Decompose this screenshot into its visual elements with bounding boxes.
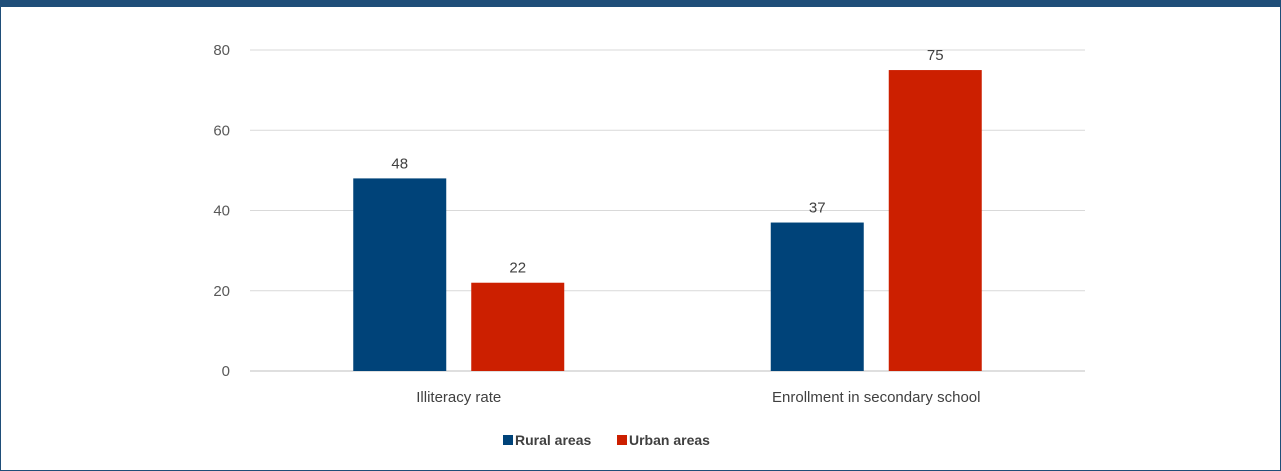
bar-rural-areas-illiteracy-rate [353, 178, 447, 371]
data-label-rural-areas-enrollment-in-secondary-school: 37 [809, 200, 826, 217]
legend-swatch-urban-areas [617, 435, 627, 445]
legend-label-urban-areas: Urban areas [629, 432, 710, 448]
legend-label-rural-areas: Rural areas [515, 432, 591, 448]
category-label-illiteracy-rate: Illiteracy rate [416, 389, 501, 406]
bar-urban-areas-enrollment-in-secondary-school [888, 70, 982, 371]
data-label-rural-areas-illiteracy-rate: 48 [391, 155, 408, 172]
y-tick-label-40: 40 [213, 203, 230, 220]
y-tick-label-80: 80 [213, 42, 230, 59]
category-label-enrollment-in-secondary-school: Enrollment in secondary school [772, 389, 980, 406]
x-axis-categories: Illiteracy rate Enrollment in secondary s… [416, 389, 980, 406]
legend-swatch-rural-areas [503, 435, 513, 445]
y-tick-label-0: 0 [222, 363, 230, 380]
bars [353, 70, 982, 371]
data-label-urban-areas-illiteracy-rate: 22 [509, 260, 526, 277]
data-labels: 48 22 37 75 [391, 47, 943, 277]
y-tick-label-20: 20 [213, 283, 230, 300]
bar-urban-areas-illiteracy-rate [471, 282, 565, 371]
y-axis-ticks: 0 20 40 60 80 [213, 42, 230, 380]
y-tick-label-60: 60 [213, 122, 230, 139]
bar-rural-areas-enrollment-in-secondary-school [770, 222, 864, 371]
legend: Rural areas Urban areas [503, 432, 710, 448]
data-label-urban-areas-enrollment-in-secondary-school: 75 [927, 47, 944, 64]
